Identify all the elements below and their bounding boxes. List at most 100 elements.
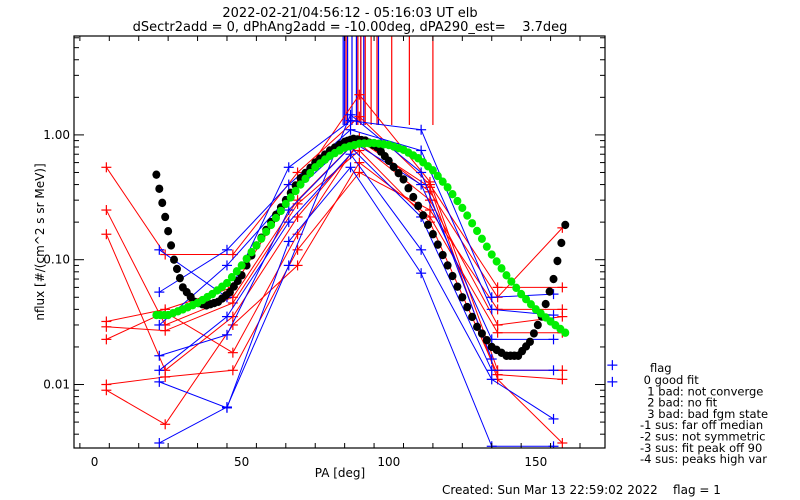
series-r7 — [101, 167, 568, 390]
green-fit-point — [443, 183, 452, 192]
legend-entry: 2 bad: no fit — [640, 396, 718, 410]
black-fit-point — [553, 256, 562, 266]
black-fit-point — [541, 299, 550, 309]
series-line-b6 — [159, 166, 554, 447]
black-fit-point — [424, 220, 432, 229]
legend-entry: 0 good fit — [640, 373, 699, 387]
series-b2 — [154, 124, 559, 321]
series-line-b7 — [159, 113, 493, 444]
black-fit-point — [545, 287, 554, 296]
green-fit-point — [512, 283, 521, 293]
black-fit-point — [158, 198, 167, 208]
black-fit-point — [448, 271, 457, 281]
black-fit-point — [463, 302, 472, 312]
black-fit-point — [549, 274, 558, 284]
black-fit-point — [525, 337, 534, 346]
x-tick-label: 100 — [377, 455, 400, 469]
axes: 0 50 100 150 0.01 0.10 1.00 — [43, 36, 605, 469]
black-fit-point — [557, 238, 566, 248]
x-tick-label: 50 — [234, 455, 249, 469]
green-fit-point — [487, 250, 496, 259]
green-fit-point — [468, 219, 477, 228]
plot-area — [101, 36, 618, 448]
legend-entry: -1 sus: far off median — [640, 418, 763, 432]
legend-entry: -3 sus: fit peak off 90 — [640, 441, 762, 455]
black-fit-point — [409, 192, 418, 202]
x-tick-label: 150 — [524, 455, 547, 469]
green-fit-point — [242, 254, 251, 263]
green-fit-point — [433, 171, 442, 181]
black-fit-point — [453, 282, 462, 291]
green-fit-point — [306, 168, 315, 178]
black-fit-point — [399, 175, 408, 184]
green-fit-point — [291, 186, 300, 196]
green-fit-point — [227, 272, 236, 282]
black-fit-point — [172, 264, 181, 274]
black-fit-point — [394, 169, 403, 178]
legend: flag 0 good fit 1 bad: not converge 2 ba… — [640, 361, 768, 466]
series-line-r5 — [106, 149, 563, 380]
green-fit-point — [296, 180, 305, 189]
x-tick-label: 0 — [91, 455, 99, 469]
series-line-r6 — [106, 139, 563, 444]
series-line-r3 — [105, 143, 563, 372]
green-fit-point — [281, 199, 290, 209]
black-fit-point — [533, 320, 542, 330]
black-fit-point — [529, 329, 538, 338]
series-b-extra — [607, 360, 618, 387]
black-fit-point — [170, 255, 179, 264]
black-fit-point — [155, 184, 164, 193]
black-fit-point — [404, 184, 413, 193]
green-fit-point — [497, 264, 506, 273]
black-fit-point — [443, 261, 452, 270]
series-line-r8 — [106, 161, 563, 425]
green-fit-point — [561, 328, 570, 337]
green-fit-point — [522, 295, 531, 304]
black-fit-point — [468, 312, 477, 322]
green-fit-point — [492, 257, 501, 266]
green-fit-point — [463, 211, 472, 220]
green-fit-point — [526, 300, 535, 309]
black-fit-point — [477, 329, 486, 338]
series-line-r4 — [106, 93, 563, 371]
chart-title-line2: dSectr2add = 0, dPhAng2add = -10.00deg, … — [133, 20, 568, 35]
green-fit-point — [267, 220, 276, 230]
green-fit-point — [473, 226, 482, 236]
black-fit-point — [164, 227, 173, 236]
black-fit-point — [433, 240, 442, 249]
plot-clip-group — [101, 36, 570, 448]
series-r6 — [101, 135, 568, 448]
legend-title: flag — [650, 361, 672, 375]
legend-entry: 3 bad: bad fgm state — [640, 407, 768, 421]
green-fit-point — [237, 261, 246, 270]
green-fit-point — [257, 234, 266, 243]
black-fit-point — [384, 156, 393, 166]
green-fit-point — [502, 271, 511, 280]
black-fit-point — [167, 241, 176, 250]
y-tick-label: 0.01 — [43, 378, 70, 392]
y-tick-label: 1.00 — [43, 128, 70, 142]
green-fit-point — [301, 174, 310, 184]
green-fit — [152, 138, 570, 337]
black-fit-point — [458, 293, 467, 302]
legend-entry: -2 sus: not symmetric — [640, 430, 765, 444]
green-fit-point — [247, 247, 256, 257]
x-axis-label: PA [deg] — [315, 466, 365, 480]
green-fit-point — [222, 278, 231, 288]
black-fit-point — [561, 220, 570, 230]
series-line-r1 — [105, 115, 563, 288]
footer-created: Created: Sun Mar 13 22:59:02 2022 flag =… — [442, 483, 721, 497]
green-fit-point — [517, 289, 526, 299]
green-fit-point — [276, 206, 285, 216]
green-fit-point — [428, 166, 437, 175]
legend-entry: -4 sus: peaks high var — [640, 452, 767, 466]
black-fit-point — [152, 170, 161, 179]
green-fit-point — [482, 242, 491, 251]
black-fit-point — [482, 336, 491, 345]
y-axis-label: nflux [#/(cm^2 s sr MeV)] — [33, 163, 47, 320]
black-fit-point — [428, 230, 437, 239]
green-fit-point — [262, 227, 271, 236]
series-b7 — [154, 109, 497, 448]
green-fit-point — [252, 241, 261, 250]
green-fit-point — [453, 196, 462, 206]
